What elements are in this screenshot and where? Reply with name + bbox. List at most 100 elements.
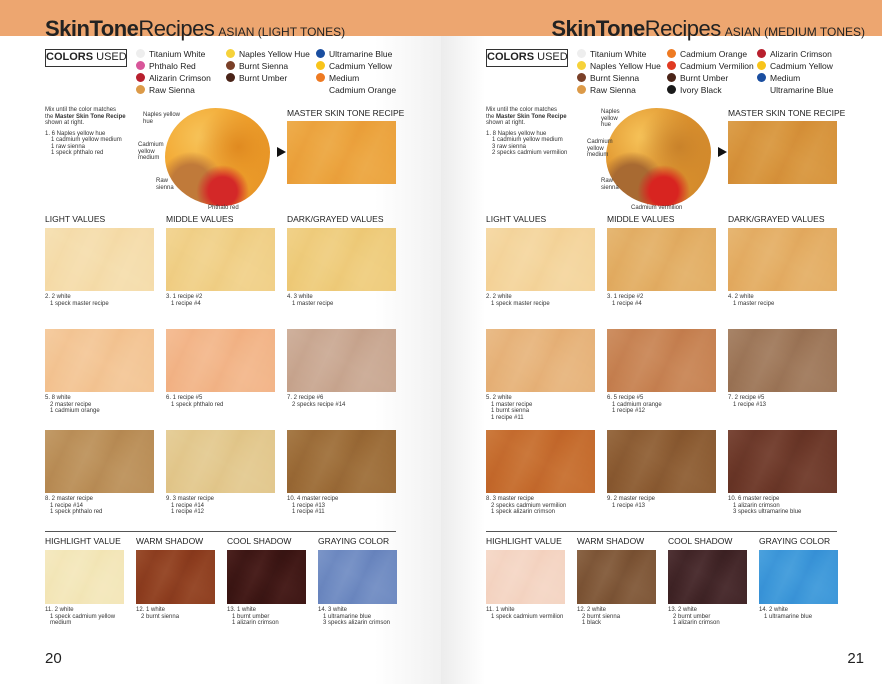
recipe-line: 1. 8 Naples yellow hue bbox=[486, 130, 547, 137]
color-swatch-dot bbox=[757, 73, 766, 82]
recipe-line: 2 master recipe bbox=[50, 401, 92, 408]
value-swatch bbox=[486, 430, 595, 493]
color-legend-label: Cadmium Orange bbox=[329, 85, 397, 95]
color-legend-item: Naples Yellow Hue bbox=[577, 60, 661, 72]
color-swatch-dot bbox=[667, 85, 676, 94]
swatch-recipe: 8. 3 master recipe 2 specks cadmium vermi… bbox=[486, 496, 566, 516]
recipe-line: 1 cadmium orange bbox=[50, 408, 100, 414]
color-swatch-dot bbox=[577, 85, 586, 94]
master-recipe-list: 1. 8 Naples yellow hue 1 cadmium yellow m… bbox=[486, 131, 581, 157]
recipe-line: 11. 2 white bbox=[45, 607, 74, 613]
swatch-recipe: 5. 2 white 1 master recipe 1 burnt sienna 1… bbox=[486, 395, 532, 421]
color-swatch-dot bbox=[136, 73, 145, 82]
shadow-swatch bbox=[45, 550, 124, 604]
value-swatch bbox=[607, 329, 716, 392]
section-heading: LIGHT VALUES bbox=[45, 214, 106, 224]
section-heading: GRAYING COLOR bbox=[318, 536, 390, 546]
color-legend-label: Raw Sienna bbox=[590, 85, 636, 95]
recipe-line: 14. 3 white bbox=[318, 607, 348, 613]
color-swatch-dot bbox=[757, 85, 766, 94]
recipe-line: 1 recipe #12 bbox=[171, 509, 205, 515]
recipe-line: 1 recipe #13 bbox=[292, 502, 326, 509]
color-legend-label: Ultramarine Blue bbox=[770, 85, 834, 95]
color-legend-label: Medium bbox=[770, 73, 801, 83]
swatch-recipe: 2. 2 white 1 speck master recipe bbox=[486, 294, 550, 307]
color-legend-label: Phthalo Red bbox=[149, 61, 196, 71]
recipe-line: 1. 6 Naples yellow hue bbox=[45, 130, 106, 137]
page-title: SkinToneRecipes ASIAN (LIGHT TONES) bbox=[45, 18, 345, 43]
recipe-line: 1 speck phthalo red bbox=[51, 150, 104, 156]
recipe-line: 8. 3 master recipe bbox=[486, 496, 535, 502]
value-swatch bbox=[607, 430, 716, 493]
color-legend-label: Cadmium Vermilion bbox=[680, 61, 754, 71]
recipe-line: 11. 1 white bbox=[486, 607, 515, 613]
recipe-line: 1 burnt sienna bbox=[491, 408, 530, 414]
recipe-line: 1 ultramarine blue bbox=[764, 613, 813, 620]
color-legend-label: Medium bbox=[329, 73, 360, 83]
color-legend-label: Naples Yellow Hue bbox=[590, 61, 661, 71]
palette-mixture-image bbox=[165, 108, 270, 206]
color-legend-item: Burnt Umber bbox=[667, 72, 754, 84]
color-legend-item: Medium bbox=[757, 72, 833, 84]
recipe-line: 4. 3 white bbox=[287, 294, 313, 300]
intro-line: Mix until the color matches bbox=[486, 107, 558, 113]
color-legend-item: Cadmium Vermilion bbox=[667, 60, 754, 72]
recipe-line: 1 ultramarine blue bbox=[323, 613, 372, 620]
shadow-swatch bbox=[668, 550, 747, 604]
master-recipe-swatch bbox=[728, 121, 837, 184]
recipe-line: 3. 1 recipe #2 bbox=[166, 294, 203, 300]
swatch-recipe: 3. 1 recipe #2 1 recipe #4 bbox=[166, 294, 202, 307]
section-heading: COOL SHADOW bbox=[668, 536, 733, 546]
palette-label: Naples yellow hue bbox=[601, 109, 620, 128]
color-swatch-dot bbox=[226, 73, 235, 82]
section-heading: WARM SHADOW bbox=[136, 536, 204, 546]
palette-label: Cadmium yellow medium bbox=[587, 139, 613, 158]
value-swatch bbox=[486, 329, 595, 392]
recipe-line: 2 specks cadmium vermilion bbox=[491, 502, 567, 509]
palette-label: Phthalo red bbox=[208, 205, 239, 211]
color-legend-label: Burnt Sienna bbox=[590, 73, 640, 83]
swatch-recipe: 8. 2 master recipe 1 recipe #14 1 speck ph… bbox=[45, 496, 102, 516]
mixing-instructions: Mix until the color matches the Master Sk… bbox=[45, 107, 140, 157]
swatch-recipe: 4. 2 white 1 master recipe bbox=[728, 294, 774, 307]
recipe-line: 2. 2 white bbox=[45, 294, 71, 300]
swatch-recipe: 5. 8 white 2 master recipe 1 cadmium orang… bbox=[45, 395, 100, 415]
value-swatch bbox=[166, 228, 275, 291]
swatch-recipe: 6. 1 recipe #5 1 speck phthalo red bbox=[166, 395, 223, 408]
page-number: 21 bbox=[847, 650, 864, 667]
recipe-line: 2 burnt sienna bbox=[141, 613, 180, 620]
recipe-line: 2. 2 white bbox=[486, 294, 512, 300]
color-legend-item: Phthalo Red bbox=[136, 60, 211, 72]
intro-bold: Master Skin Tone Recipe bbox=[496, 113, 567, 120]
color-swatch-dot bbox=[226, 61, 235, 70]
recipe-line: 3 specks alizarin crimson bbox=[323, 620, 391, 626]
title-skintone: SkinTone bbox=[551, 16, 645, 41]
value-swatch bbox=[287, 430, 396, 493]
value-swatch bbox=[166, 430, 275, 493]
intro-line: shown at right. bbox=[45, 120, 85, 126]
color-legend-label: Cadmium Orange bbox=[680, 49, 748, 59]
color-legend-label: Burnt Sienna bbox=[239, 61, 289, 71]
recipe-line: 1 speck phthalo red bbox=[171, 401, 224, 408]
recipe-line: 1 burnt umber bbox=[232, 613, 270, 620]
colors-used-rest: USED bbox=[96, 51, 127, 63]
section-heading: DARK/GRAYED VALUES bbox=[287, 214, 384, 224]
recipe-line: 4. 2 white bbox=[728, 294, 754, 300]
title-recipes: Recipes bbox=[644, 16, 721, 41]
color-legend-item: Raw Sienna bbox=[136, 84, 211, 96]
color-legend-item: Burnt Sienna bbox=[577, 72, 661, 84]
colors-used-box: COLORS USED bbox=[45, 49, 127, 67]
title-subtitle: ASIAN (LIGHT TONES) bbox=[218, 25, 346, 39]
color-swatch-dot bbox=[757, 61, 766, 70]
color-legend-label: Titanium White bbox=[590, 49, 647, 59]
section-heading: HIGHLIGHT VALUE bbox=[45, 536, 121, 546]
arrow-right-icon bbox=[277, 147, 286, 157]
recipe-line: 1 speck cadmium vermilion bbox=[491, 613, 564, 620]
recipe-line: 3 raw sienna bbox=[492, 143, 527, 150]
recipe-line: 13. 2 white bbox=[668, 607, 698, 613]
value-swatch bbox=[287, 329, 396, 392]
recipe-line: 1 master recipe bbox=[292, 300, 334, 307]
recipe-line: 9. 2 master recipe bbox=[607, 496, 656, 502]
recipe-line: 12. 1 white bbox=[136, 607, 166, 613]
section-heading: MIDDLE VALUES bbox=[607, 214, 675, 224]
